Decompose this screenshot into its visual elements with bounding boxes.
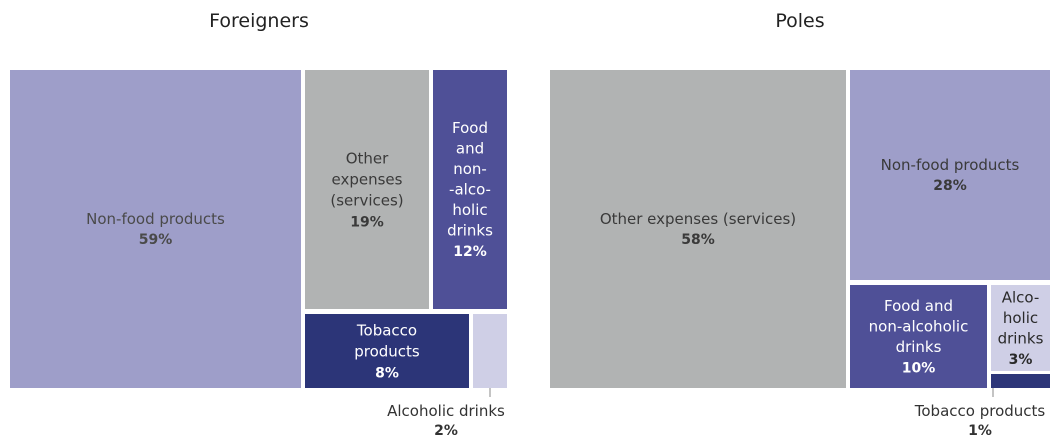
cell-value: 28% — [933, 178, 967, 194]
cell-label: Food and non--alco-holic drinks — [447, 119, 493, 240]
cell-rect — [850, 70, 1050, 280]
callout-value: 1% — [968, 423, 992, 439]
cell-value: 59% — [139, 232, 173, 248]
cell-foreigners-food-and-non-alcoholic-drinks: Food and non--alco-holic drinks 12% — [433, 70, 507, 309]
cell-rect — [473, 314, 507, 388]
cell-poles-alcoholic-drinks: Alco-holic drinks 3% — [991, 285, 1050, 371]
chart-title-poles: Poles — [775, 10, 825, 32]
cell-rect — [10, 70, 301, 388]
cell-label: Other expenses (services) — [330, 149, 403, 209]
cell-value: 19% — [350, 214, 384, 230]
cell-rect — [991, 285, 1050, 371]
callout-label: Tobacco products — [914, 402, 1046, 420]
cell-value: 3% — [1009, 352, 1033, 368]
cell-rect — [305, 70, 429, 309]
cell-foreigners-tobacco-products: Tobacco products 8% — [305, 314, 469, 388]
cell-value: 8% — [375, 365, 399, 381]
cell-rect — [305, 314, 469, 388]
cell-poles-other-expenses-services: Other expenses (services) 58% — [550, 70, 846, 388]
cell-value: 10% — [902, 360, 936, 376]
chart-title-foreigners: Foreigners — [209, 10, 309, 32]
cell-value: 58% — [681, 232, 715, 248]
cell-rect — [850, 285, 987, 388]
cell-poles-food-and-non-alcoholic-drinks: Food and non-alcoholic drinks 10% — [850, 285, 987, 388]
cell-label: Alco-holic drinks — [998, 288, 1044, 347]
cell-label: Non-food products — [881, 156, 1020, 174]
cell-rect — [433, 70, 507, 309]
cell-rect — [991, 374, 1050, 388]
cell-label: Other expenses (services) — [600, 210, 796, 228]
cell-poles-non-food-products: Non-food products 28% — [850, 70, 1050, 280]
cell-foreigners-other-expenses-services: Other expenses (services) 19% — [305, 70, 429, 309]
cell-value: 12% — [453, 244, 487, 260]
cell-foreigners-non-food-products: Non-food products 59% — [10, 70, 301, 388]
cell-rect — [550, 70, 846, 388]
cell-label: Tobacco products — [354, 321, 420, 360]
cell-label: Non-food products — [86, 210, 225, 228]
callout-label: Alcoholic drinks — [387, 402, 505, 420]
callout-value: 2% — [434, 423, 458, 439]
cell-label: Food and non-alcoholic drinks — [869, 297, 969, 356]
cell-poles-tobacco-products: Tobacco products 1% — [914, 374, 1050, 439]
cell-foreigners-alcoholic-drinks: Alcoholic drinks 2% — [387, 314, 507, 439]
